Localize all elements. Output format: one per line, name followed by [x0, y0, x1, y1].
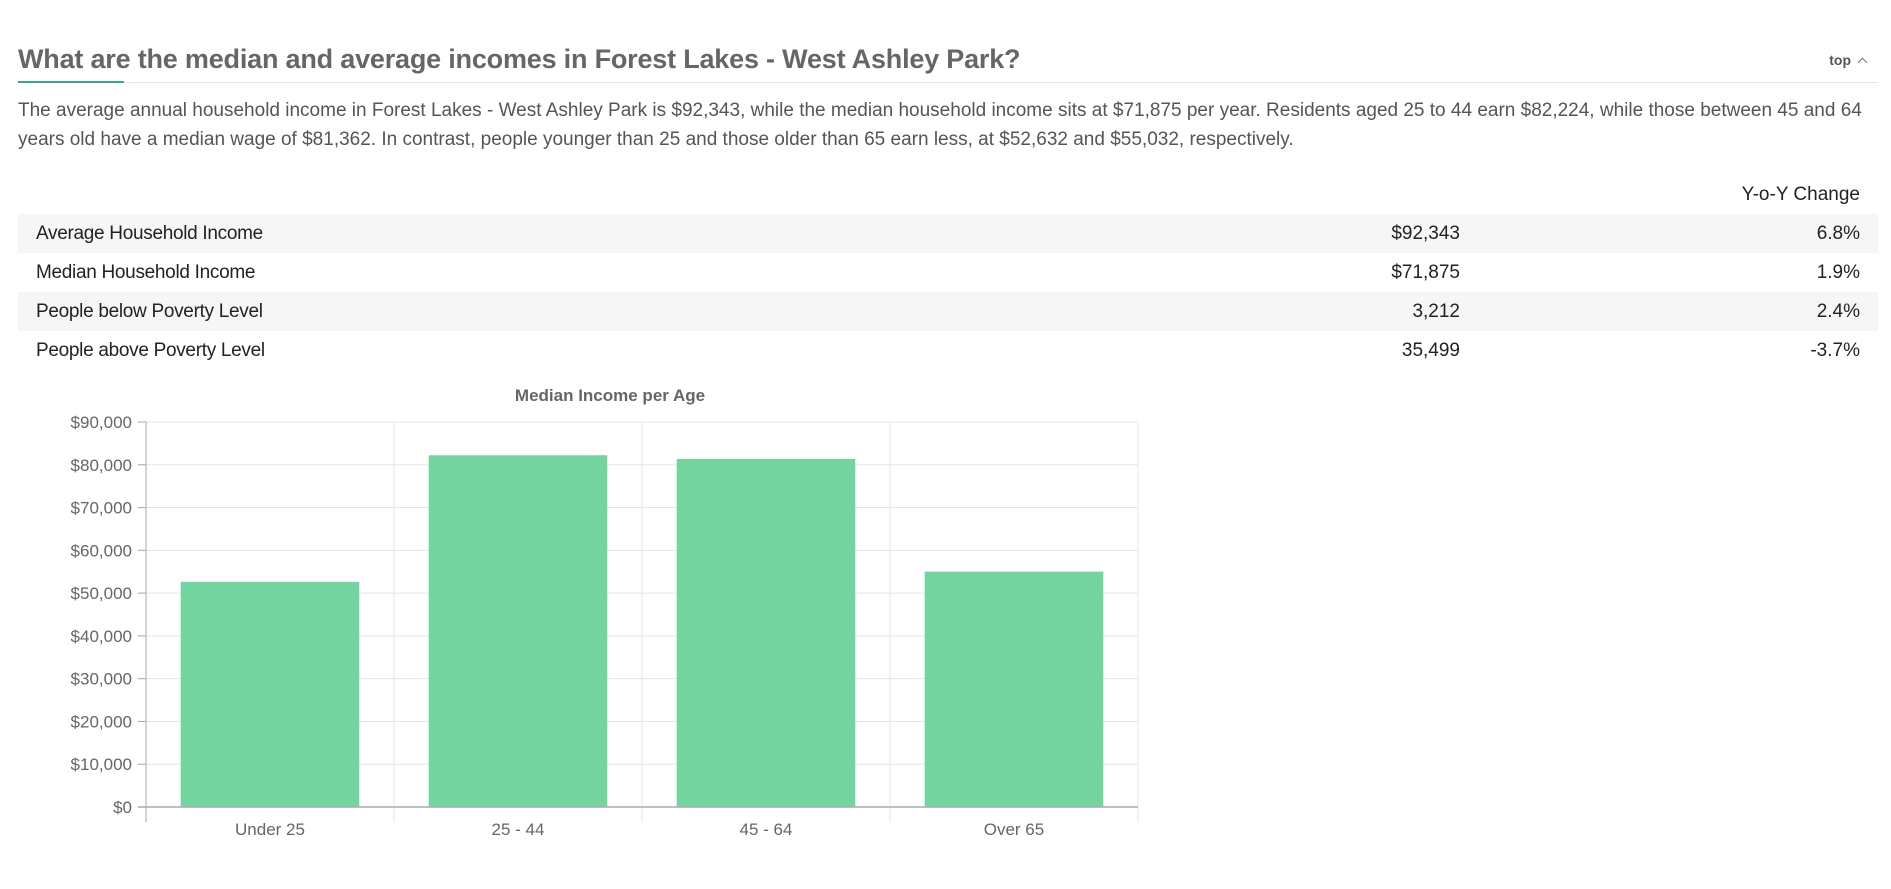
- row-value: $71,875: [1391, 261, 1460, 283]
- section-header: What are the median and average incomes …: [18, 40, 1878, 83]
- bar-over-65[interactable]: [924, 571, 1104, 807]
- row-value: $92,343: [1180, 214, 1460, 253]
- table-row: Median Household Income $71,875 1.9%: [18, 253, 1878, 292]
- bar-under-25[interactable]: [180, 581, 360, 807]
- y-tick-label: $60,000: [71, 541, 132, 560]
- table-row: Average Household Income $92,343 6.8%: [18, 214, 1878, 253]
- y-tick-label: $0: [113, 798, 132, 817]
- row-change: 6.8%: [1460, 214, 1878, 253]
- median-income-chart: Median Income per Age $0 $10,000 $20,000 $3…: [18, 380, 1158, 860]
- row-label: Median Household Income: [36, 261, 256, 283]
- row-label: People below Poverty Level: [18, 292, 1180, 331]
- yoy-change-header: Y-o-Y Change: [1741, 184, 1860, 205]
- bar-25-44[interactable]: [428, 455, 608, 807]
- x-tick-label: Over 65: [984, 820, 1044, 839]
- row-change: 1.9%: [1816, 261, 1860, 283]
- table-row: People above Poverty Level 35,499 -3.7%: [18, 331, 1878, 370]
- label-header: [18, 176, 1180, 214]
- row-value: 3,212: [1180, 292, 1460, 331]
- x-tick-label: 45 - 64: [740, 820, 793, 839]
- x-tick-label: Under 25: [235, 820, 305, 839]
- bar-45-64[interactable]: [676, 458, 856, 807]
- section-title: What are the median and average incomes …: [18, 44, 1021, 74]
- row-label: Average Household Income: [18, 214, 1180, 253]
- table-header-row: Y-o-Y Change: [18, 176, 1878, 214]
- chevron-up-icon: [1857, 57, 1868, 67]
- y-tick-label: $10,000: [71, 755, 132, 774]
- y-tick-label: $40,000: [71, 627, 132, 646]
- bars: [180, 455, 1104, 807]
- y-tick-label: $20,000: [71, 712, 132, 731]
- top-link-label: top: [1829, 52, 1851, 68]
- tick-labels: $0 $10,000 $20,000 $30,000 $40,000 $50,000 $60…: [71, 413, 1045, 839]
- row-change: 2.4%: [1460, 292, 1878, 331]
- title-underline: [18, 81, 124, 83]
- value-header: [1180, 176, 1460, 214]
- y-tick-label: $70,000: [71, 499, 132, 518]
- y-tick-label: $30,000: [71, 670, 132, 689]
- chart-svg: Median Income per Age $0 $10,000 $20,000 $3…: [71, 386, 1139, 839]
- y-tick-label: $80,000: [71, 456, 132, 475]
- row-change: -3.7%: [1810, 339, 1860, 361]
- intro-paragraph: The average annual household income in F…: [18, 100, 1862, 150]
- axes: [138, 421, 1138, 822]
- row-value: 35,499: [1401, 339, 1460, 361]
- chart-title: Median Income per Age: [515, 386, 705, 405]
- income-table: Y-o-Y Change Average Household Income $9…: [18, 176, 1878, 370]
- x-tick-label: 25 - 44: [492, 820, 545, 839]
- back-to-top-link[interactable]: top: [1829, 52, 1868, 68]
- y-tick-label: $90,000: [71, 413, 132, 432]
- table-row: People below Poverty Level 3,212 2.4%: [18, 292, 1878, 331]
- y-tick-label: $50,000: [71, 584, 132, 603]
- row-label: People above Poverty Level: [36, 339, 265, 361]
